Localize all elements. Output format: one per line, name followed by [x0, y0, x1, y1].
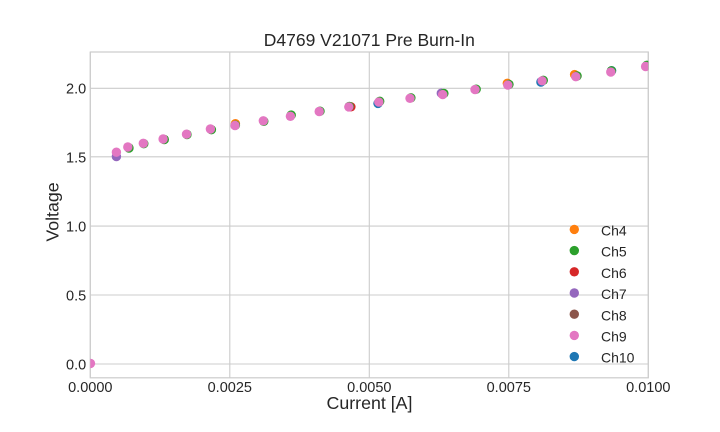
svg-text:D4769 V21071 Pre Burn-In: D4769 V21071 Pre Burn-In [264, 30, 475, 50]
svg-text:0.0075: 0.0075 [487, 380, 531, 396]
svg-text:0.0: 0.0 [66, 357, 86, 373]
svg-text:Ch6: Ch6 [601, 265, 627, 281]
svg-text:1.0: 1.0 [66, 219, 86, 235]
svg-text:2.0: 2.0 [66, 82, 86, 98]
svg-text:0.5: 0.5 [66, 288, 86, 304]
svg-text:0.0025: 0.0025 [208, 380, 252, 396]
svg-text:Ch5: Ch5 [601, 244, 627, 260]
svg-text:0.0050: 0.0050 [347, 380, 391, 396]
svg-text:Current [A]: Current [A] [327, 393, 413, 413]
svg-text:Ch9: Ch9 [601, 329, 627, 345]
svg-text:Ch8: Ch8 [601, 307, 627, 323]
svg-text:Voltage: Voltage [43, 182, 63, 241]
svg-text:Ch7: Ch7 [601, 286, 627, 302]
svg-text:0.0100: 0.0100 [626, 380, 670, 396]
svg-text:Ch10: Ch10 [601, 350, 635, 366]
svg-text:0.0000: 0.0000 [68, 380, 112, 396]
svg-text:1.5: 1.5 [66, 151, 86, 167]
svg-text:Ch4: Ch4 [601, 223, 627, 239]
